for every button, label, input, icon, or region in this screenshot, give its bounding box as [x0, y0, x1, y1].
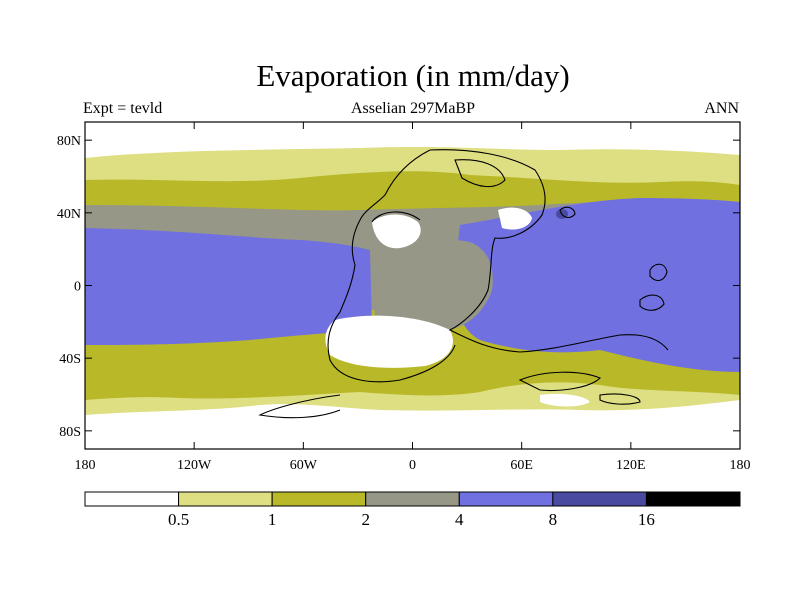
colorbar-label: 16: [638, 510, 655, 529]
coastline-island-2: [639, 294, 665, 311]
field-4-8-west: [85, 228, 372, 345]
colorbar-swatch: [271, 491, 367, 507]
coastline-island-4: [599, 393, 641, 405]
coastlines: [258, 149, 669, 419]
colorbar-swatch: [645, 491, 741, 507]
field-below-0.5-north: [85, 122, 740, 158]
y-tick-label: 80N: [57, 134, 81, 149]
contour-field: [85, 122, 740, 449]
colorbar-label: 2: [361, 510, 370, 529]
period-label: Asselian 297MaBP: [351, 100, 475, 117]
field-below-0.5-desert-south: [325, 315, 453, 368]
field-below-0.5-south: [85, 400, 740, 449]
colorbar: 0.5 1 2 4 8 16: [84, 491, 741, 529]
y-tick-label: 0: [74, 280, 81, 295]
experiment-label: Expt = tevld: [83, 100, 163, 117]
colorbar-label: 4: [455, 510, 464, 529]
field-4-8-east: [453, 198, 740, 372]
colorbar-swatch: [84, 491, 180, 507]
field-below-0.5-desert-north: [372, 214, 421, 249]
x-tick-label: 120E: [616, 458, 646, 473]
colorbar-label: 1: [268, 510, 277, 529]
coastline-basin: [371, 211, 421, 223]
coastline-antarctic-2: [518, 371, 601, 391]
x-tick-label: 180: [75, 458, 96, 473]
field-below-0.5-antarctic: [540, 393, 590, 407]
field-below-0.5-east: [498, 207, 532, 230]
coastline-island-3: [559, 206, 576, 219]
coastline-pangea-west: [327, 149, 456, 383]
x-axis: 180 120W 60W 0 60E 120E 180: [75, 122, 751, 473]
colorbar-swatch: [458, 491, 554, 507]
y-tick-label: 80S: [59, 425, 81, 440]
x-tick-label: 60E: [510, 458, 533, 473]
y-tick-label: 40S: [59, 352, 81, 367]
colorbar-swatch: [365, 491, 460, 507]
x-tick-label: 0: [409, 458, 416, 473]
coastline-antarctic-1: [258, 394, 341, 419]
field-2-4-land: [372, 238, 493, 333]
y-tick-label: 40N: [57, 207, 81, 222]
coastline-north-island: [454, 159, 506, 188]
colorbar-swatch: [178, 491, 273, 507]
season-label: ANN: [704, 100, 739, 117]
x-tick-label: 120W: [177, 458, 212, 473]
x-tick-label: 60W: [290, 458, 318, 473]
map-title: Evaporation (in mm/day): [256, 58, 570, 93]
colorbar-label: 8: [549, 510, 558, 529]
colorbar-label: 0.5: [168, 510, 189, 529]
coastline-pangea-east: [429, 149, 669, 353]
coastline-island-1: [649, 263, 668, 281]
x-tick-label: 180: [730, 458, 751, 473]
y-axis: 80N 40N 0 40S 80S: [57, 134, 740, 440]
colorbar-swatch: [552, 491, 647, 507]
